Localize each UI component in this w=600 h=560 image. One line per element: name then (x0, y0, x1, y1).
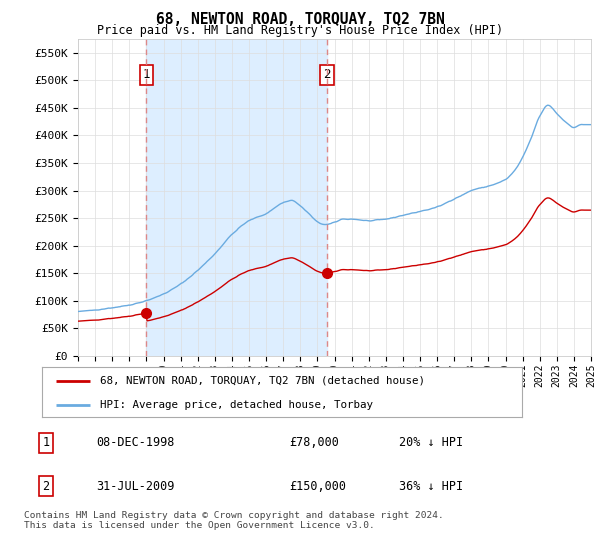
Text: 31-JUL-2009: 31-JUL-2009 (96, 479, 174, 493)
Text: Contains HM Land Registry data © Crown copyright and database right 2024.
This d: Contains HM Land Registry data © Crown c… (24, 511, 444, 530)
Text: 20% ↓ HPI: 20% ↓ HPI (400, 436, 463, 450)
Bar (146, 39, 328, 356)
Text: 1: 1 (143, 68, 150, 81)
Text: 36% ↓ HPI: 36% ↓ HPI (400, 479, 463, 493)
Text: 2: 2 (323, 68, 331, 81)
Text: Price paid vs. HM Land Registry's House Price Index (HPI): Price paid vs. HM Land Registry's House … (97, 24, 503, 37)
Text: HPI: Average price, detached house, Torbay: HPI: Average price, detached house, Torb… (100, 400, 373, 409)
Text: 08-DEC-1998: 08-DEC-1998 (96, 436, 174, 450)
Text: £78,000: £78,000 (289, 436, 339, 450)
Text: 1: 1 (43, 436, 50, 450)
Text: £150,000: £150,000 (289, 479, 346, 493)
Text: 2: 2 (43, 479, 50, 493)
Text: 68, NEWTON ROAD, TORQUAY, TQ2 7BN (detached house): 68, NEWTON ROAD, TORQUAY, TQ2 7BN (detac… (100, 376, 425, 386)
Text: 68, NEWTON ROAD, TORQUAY, TQ2 7BN: 68, NEWTON ROAD, TORQUAY, TQ2 7BN (155, 12, 445, 27)
